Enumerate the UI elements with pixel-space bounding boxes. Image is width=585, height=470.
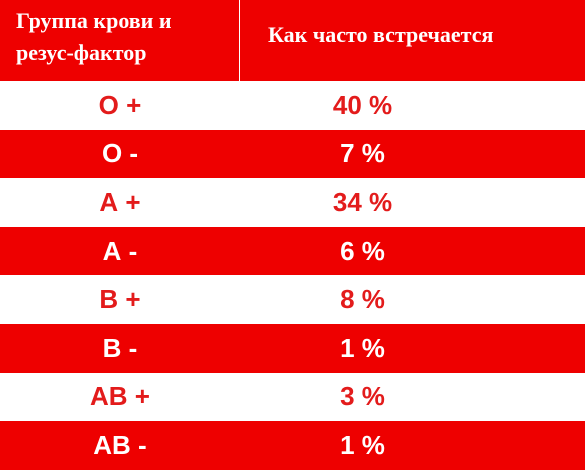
blood-group-cell: В - [102,332,138,363]
frequency-cell: 8 % [340,284,385,315]
frequency-cell: 6 % [340,235,385,266]
table-row: АВ + 3 % [0,372,585,422]
blood-group-cell: А + [99,186,141,217]
table-row: О + 40 % [0,81,585,130]
frequency-cell: 1 % [340,332,385,363]
header-frequency: Как часто встречается [268,22,494,47]
table-row: О - 7 % [0,129,585,179]
frequency-cell: 40 % [332,89,393,120]
blood-group-cell: АВ - [93,429,147,460]
table-header: Группа крови и резус-фактор Как часто вс… [0,0,585,81]
table-row: А - 6 % [0,226,585,276]
blood-group-cell: АВ + [90,381,150,412]
header-column-divider [239,0,240,81]
table-row: А + 34 % [0,178,585,227]
blood-group-cell: О - [101,138,139,169]
frequency-cell: 7 % [340,138,385,169]
table-row: В - 1 % [0,323,585,373]
blood-group-cell: В + [99,284,141,315]
blood-group-cell: О + [98,89,142,120]
frequency-cell: 1 % [340,429,385,460]
table-row: В + 8 % [0,275,585,324]
blood-group-cell: А - [102,235,138,266]
table-row: АВ - 1 % [0,421,585,470]
frequency-cell: 34 % [332,186,393,217]
header-blood-group: Группа крови и резус-фактор [16,8,172,65]
frequency-cell: 3 % [340,381,385,412]
